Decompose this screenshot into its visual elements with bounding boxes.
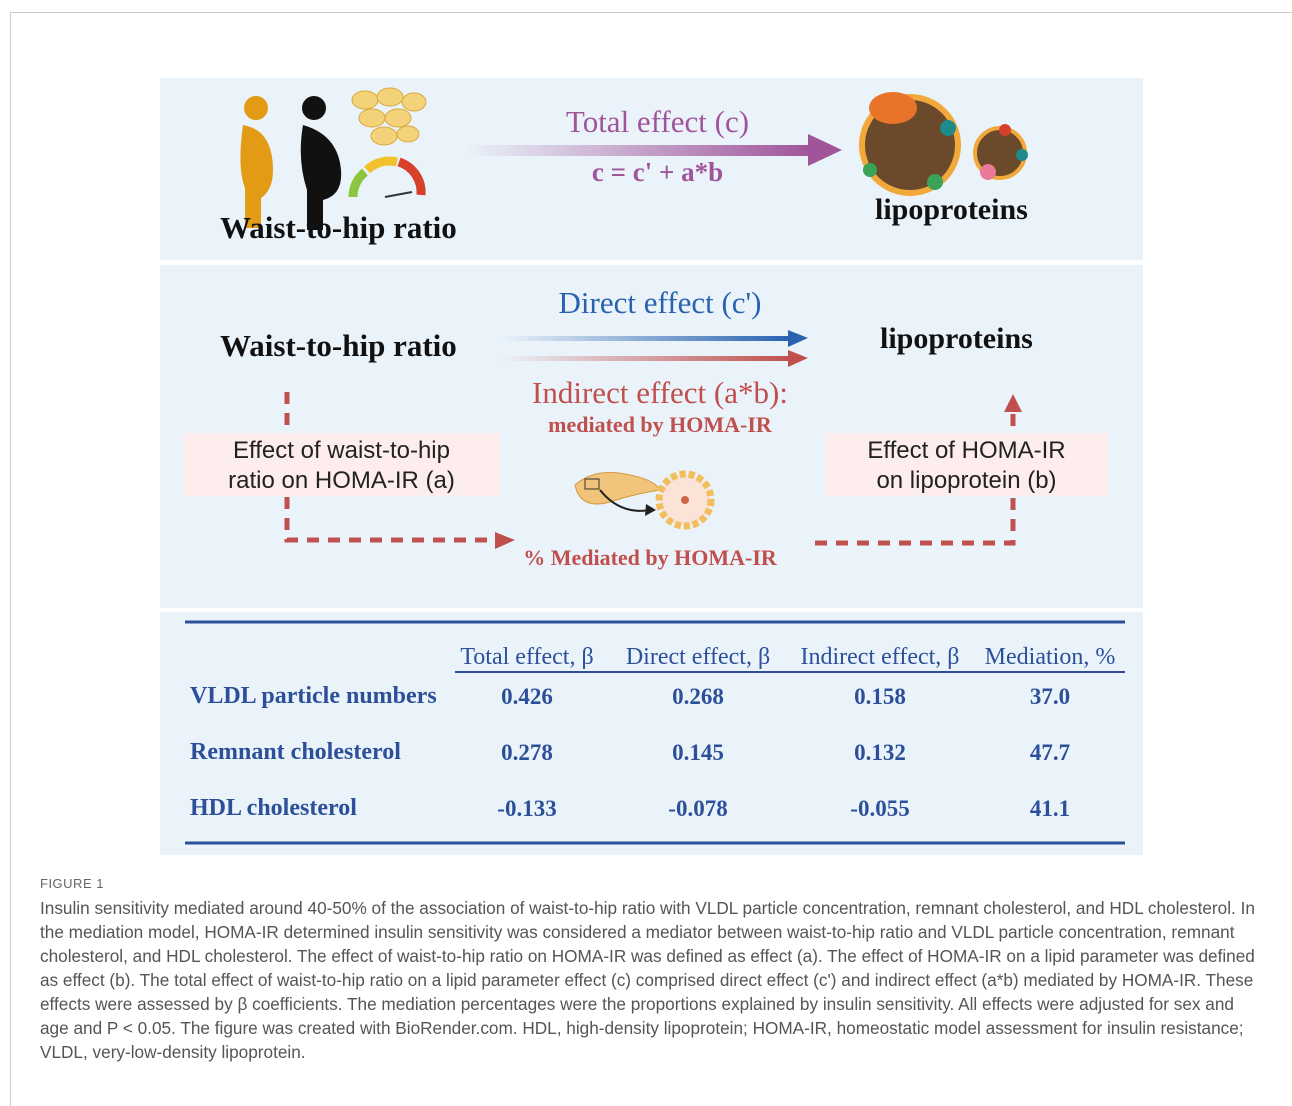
effect-b-text: Effect of HOMA-IR on lipoprotein (b) bbox=[867, 437, 1066, 494]
arrows bbox=[284, 134, 1022, 549]
indirect-sub-label: mediated by HOMA-IR bbox=[548, 412, 772, 437]
table-cell: 41.1 bbox=[1029, 796, 1071, 821]
caption-text: Insulin sensitivity mediated around 40-5… bbox=[40, 898, 1255, 1062]
lipoprotein-icon bbox=[859, 92, 1028, 196]
formula: c = c' + a*b bbox=[591, 157, 724, 187]
panel-table bbox=[160, 612, 1143, 855]
right-label: lipoproteins bbox=[875, 193, 1028, 226]
table-cell: 0.426 bbox=[501, 684, 553, 709]
table-cell: 0.278 bbox=[501, 740, 553, 765]
row-label: VLDL particle numbers bbox=[190, 683, 437, 709]
right-label: lipoproteins bbox=[880, 322, 1033, 355]
direct-effect-label: Direct effect (c') bbox=[558, 285, 762, 320]
caption-label: FIGURE 1 bbox=[40, 876, 104, 891]
left-label: Waist-to-hip ratio bbox=[220, 210, 457, 245]
column-header: Mediation, % bbox=[984, 644, 1116, 670]
row-label: Remnant cholesterol bbox=[190, 739, 401, 765]
pancreas-icon bbox=[574, 470, 715, 530]
mediated-label: % Mediated by HOMA-IR bbox=[523, 545, 777, 570]
column-header: Direct effect, β bbox=[625, 644, 771, 670]
effect-a-text: Effect of waist-to-hip ratio on HOMA-IR … bbox=[228, 437, 455, 494]
table-cell: -0.078 bbox=[668, 796, 728, 821]
table-lines bbox=[185, 620, 1125, 845]
indirect-effect-label: Indirect effect (a*b): bbox=[532, 375, 788, 410]
diagram-graphics bbox=[185, 87, 1125, 845]
table-cell: -0.055 bbox=[850, 796, 910, 821]
gauge-icon bbox=[348, 156, 426, 198]
table-cell: -0.133 bbox=[497, 796, 557, 821]
table-cell: 0.145 bbox=[672, 740, 724, 765]
frame bbox=[10, 12, 1292, 1106]
table-cell: 47.7 bbox=[1029, 740, 1071, 765]
row-label: HDL cholesterol bbox=[190, 795, 357, 821]
total-effect-label: Total effect (c) bbox=[565, 104, 750, 139]
table-cell: 0.158 bbox=[854, 684, 906, 709]
column-header: Indirect effect, β bbox=[800, 644, 960, 670]
table-cell: 0.132 bbox=[854, 740, 906, 765]
left-label: Waist-to-hip ratio bbox=[220, 328, 457, 363]
effect-b-box: Effect of HOMA-IR on lipoprotein (b) bbox=[825, 433, 1108, 496]
people-icon bbox=[240, 96, 342, 230]
effect-a-box: Effect of waist-to-hip ratio on HOMA-IR … bbox=[183, 433, 500, 496]
column-header: Total effect, β bbox=[460, 644, 594, 670]
table-cell: 0.268 bbox=[672, 684, 724, 709]
fat-cells-icon bbox=[351, 87, 427, 146]
table-cell: 37.0 bbox=[1029, 684, 1071, 709]
